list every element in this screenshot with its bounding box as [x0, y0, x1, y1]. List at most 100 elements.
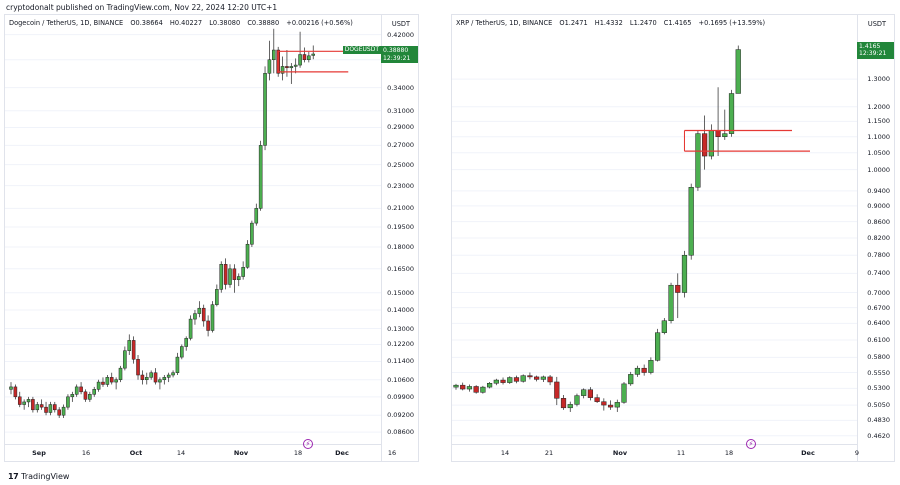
y-tick-label: 0.11400 [387, 357, 414, 366]
candle-body [453, 384, 459, 388]
candle-body [39, 404, 44, 408]
candle [153, 368, 158, 385]
axis-unit-label: USDT [391, 20, 410, 28]
flash-icon[interactable]: ⚡ [746, 439, 756, 449]
candle-body [131, 340, 136, 360]
candle [708, 124, 714, 160]
candle [74, 384, 79, 397]
x-tick-label: Nov [612, 449, 628, 457]
candle [180, 344, 184, 360]
ohlc-high: H1.4332 [594, 19, 623, 27]
candle [560, 394, 567, 410]
candle-body [307, 55, 311, 60]
candle-body [695, 133, 701, 188]
candle-body [520, 375, 526, 382]
candle-body [22, 401, 26, 405]
doge-candlestick-plot[interactable] [5, 15, 381, 445]
y-tick-label: 0.31000 [387, 106, 414, 115]
symbol-title: Dogecoin / TetherUS, 1D, BINANCE [9, 19, 124, 27]
doge-time-axis[interactable]: Sep 16 Oct 14 Nov 18 Dec 16 [5, 444, 396, 461]
ohlc-close: C1.4165 [663, 19, 692, 27]
candle-body [206, 320, 210, 331]
xrp-candlestick-plot[interactable] [452, 15, 857, 445]
candle-body [302, 54, 307, 60]
flash-icon[interactable]: ⚡ [303, 439, 313, 449]
candle [272, 28, 276, 74]
xrp-chart-pane[interactable]: XRP / TetherUS, 1D, BINANCE O1.2471 H1.4… [451, 14, 895, 462]
candle [105, 375, 110, 387]
candle-body [480, 386, 486, 393]
y-tick-label: 1.1000 [867, 132, 890, 141]
y-tick-label: 0.5300 [867, 384, 890, 393]
candle [311, 45, 316, 60]
candle-body [79, 386, 83, 393]
candle [31, 396, 35, 413]
candle-body [614, 402, 620, 408]
candle-body [184, 338, 188, 347]
candle [527, 372, 533, 380]
doge-price-axis[interactable]: USDT 0.420000.380000.340000.310000.29000… [381, 15, 418, 461]
candle-body [140, 374, 145, 380]
candle-body [35, 404, 40, 411]
candle-body [594, 397, 600, 402]
candle [114, 377, 118, 390]
candle [493, 378, 499, 386]
candle-body [53, 404, 57, 411]
candle-body [560, 398, 567, 409]
candle [263, 66, 267, 151]
candle [22, 399, 26, 410]
ohlc-close: C0.38880 [247, 19, 280, 27]
candle-body [136, 359, 140, 376]
y-tick-label: 0.4830 [867, 416, 890, 425]
candle [241, 261, 245, 280]
candle-body [513, 377, 520, 382]
candle [9, 382, 13, 395]
x-tick-label: 18 [293, 449, 303, 457]
footer-label: TradingView [21, 472, 70, 481]
candle-body [118, 367, 123, 380]
y-tick-label: 0.5050 [867, 401, 890, 410]
symbol-title: XRP / TetherUS, 1D, BINANCE [456, 19, 553, 27]
candle-body [715, 130, 721, 137]
candle-body [547, 376, 553, 383]
candle-body [466, 386, 473, 390]
bar-countdown: 12:39:21 [859, 50, 887, 58]
candle-body [228, 268, 232, 285]
doge-chart-pane[interactable]: Dogecoin / TetherUS, 1D, BINANCE O0.3866… [4, 14, 419, 462]
x-tick-label: 16 [81, 449, 91, 457]
candle [228, 264, 232, 288]
x-tick-label: 11 [676, 449, 686, 457]
y-tick-label: 0.25000 [387, 160, 414, 169]
candle [554, 376, 560, 406]
candle-body [280, 66, 285, 74]
candle-body [272, 49, 276, 60]
candle [628, 371, 634, 386]
x-tick-label: Nov [233, 449, 249, 457]
last-price: 0.38880 [383, 47, 409, 54]
candle-body [153, 372, 158, 383]
x-tick-label: Sep [32, 449, 46, 457]
candle-body [158, 379, 162, 383]
candle [258, 140, 263, 211]
y-tick-label: 0.8200 [867, 233, 890, 242]
candle-body [601, 401, 607, 406]
candle [83, 389, 88, 402]
y-tick-label: 0.12200 [387, 340, 414, 349]
candle [695, 130, 701, 191]
x-tick-label: 14 [176, 449, 186, 457]
ohlc-high: H0.40227 [169, 19, 203, 27]
candle-body [654, 332, 661, 361]
y-tick-label: 0.19500 [387, 222, 414, 231]
candle [735, 45, 741, 94]
candle [601, 398, 607, 411]
candle [35, 401, 40, 413]
xrp-time-axis[interactable]: 14 21 Nov 11 18 Dec 9 [452, 444, 859, 461]
candle [480, 385, 486, 394]
xrp-price-axis[interactable]: USDT 1.3000 1.2000 1.1500 1.1000 1.0500 1.000… [857, 15, 894, 461]
candle-body [83, 391, 88, 400]
candle-body [311, 53, 316, 56]
candle [250, 220, 254, 247]
candle-body [285, 66, 289, 69]
candle [149, 370, 153, 380]
candle-body [193, 313, 197, 320]
